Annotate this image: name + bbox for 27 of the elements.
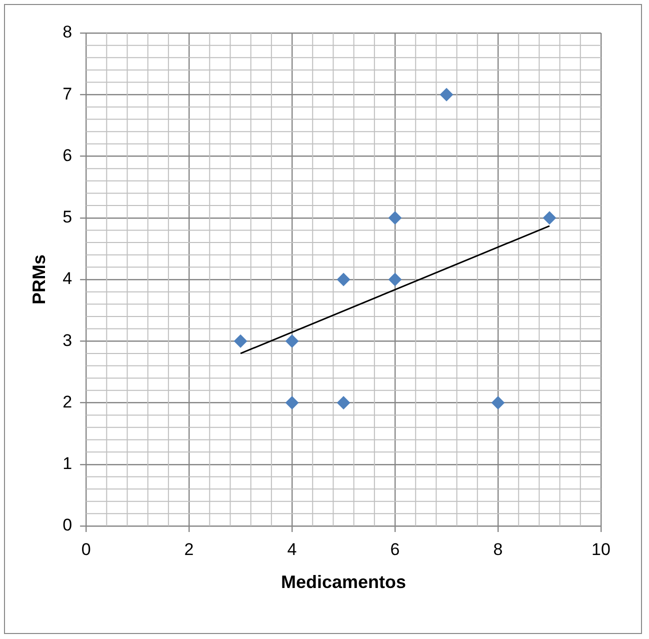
x-tick-label: 2 xyxy=(184,540,194,559)
point xyxy=(492,396,505,410)
point xyxy=(286,334,299,348)
y-tick-label: 1 xyxy=(62,454,72,474)
x-tick-label: 10 xyxy=(592,540,610,559)
point xyxy=(388,273,402,286)
point xyxy=(286,396,299,410)
x-tick-label: 0 xyxy=(81,540,91,559)
x-tick-label: 4 xyxy=(287,540,297,559)
y-tick-label: 3 xyxy=(62,330,72,350)
y-tick-label: 8 xyxy=(62,22,72,42)
point xyxy=(337,396,350,410)
y-tick-label: 0 xyxy=(62,516,72,535)
point xyxy=(440,88,454,102)
point xyxy=(234,334,248,348)
x-axis-title: Medicamentos xyxy=(281,572,406,592)
y-tick-label: 2 xyxy=(62,392,72,412)
y-tick-label: 6 xyxy=(62,146,72,165)
y-tick-label: 4 xyxy=(62,269,72,288)
y-tick-label: 7 xyxy=(62,84,72,104)
x-tick-label: 8 xyxy=(493,540,503,559)
point xyxy=(337,273,350,286)
y-axis-title: PRMs xyxy=(28,254,49,305)
point xyxy=(388,211,402,224)
y-tick-label: 5 xyxy=(62,208,72,227)
point xyxy=(543,211,556,224)
x-tick-label: 6 xyxy=(390,540,400,559)
